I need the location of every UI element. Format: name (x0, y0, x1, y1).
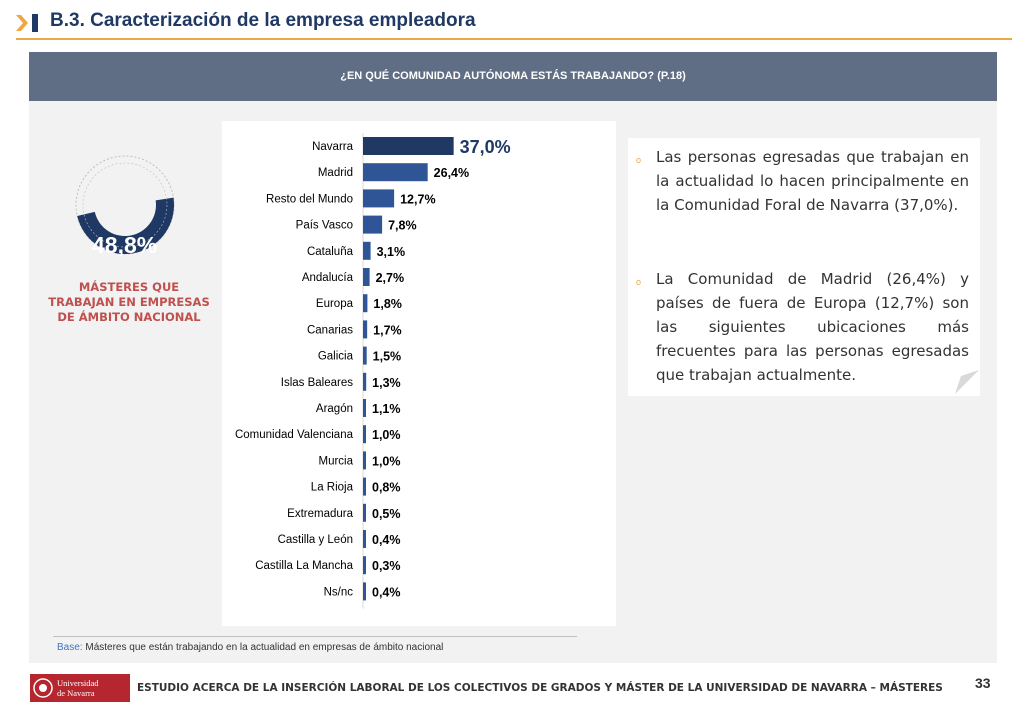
donut-value: 48,8% (92, 232, 158, 258)
data-label: 12,7% (400, 192, 435, 206)
footer-text: ESTUDIO ACERCA DE LA INSERCIÓN LABORAL D… (137, 682, 943, 694)
bar (363, 137, 454, 155)
svg-text:Universidad: Universidad (57, 678, 99, 688)
bar-chart: Navarra 37,0% Madrid 26,4% Resto del Mundo 12… (235, 133, 511, 609)
category-label: Aragón (316, 403, 353, 415)
category-label: Extremadura (287, 508, 353, 520)
data-label: 0,5% (372, 507, 401, 521)
question-banner: ¿EN QUÉ COMUNIDAD AUTÓNOMA ESTÁS TRABAJA… (29, 52, 997, 101)
data-label: 0,8% (372, 481, 401, 495)
category-label: La Rioja (311, 482, 354, 494)
bullet-1: o (636, 155, 642, 165)
data-label: 1,7% (373, 323, 402, 337)
category-label: País Vasco (296, 220, 353, 232)
donut-segment (77, 197, 174, 254)
category-label: Ns/nc (324, 586, 354, 598)
data-label: 26,4% (434, 166, 469, 180)
bar (363, 399, 366, 417)
data-label: 1,0% (372, 454, 401, 468)
bar (363, 215, 383, 234)
data-label: 1,1% (372, 402, 401, 416)
data-label: 2,7% (376, 271, 405, 285)
category-label: Andalucía (302, 272, 354, 284)
data-label: 0,3% (372, 559, 401, 573)
data-label: 7,8% (388, 219, 417, 233)
summary-paragraph-2: La Comunidad de Madrid (26,4%) y países … (656, 270, 969, 384)
bar (363, 346, 367, 365)
bar (363, 582, 366, 601)
category-label: Canarias (307, 324, 353, 336)
bullet-2: o (636, 277, 642, 287)
data-label: 3,1% (377, 245, 406, 259)
bar (363, 503, 366, 522)
data-label: 37,0% (460, 137, 511, 157)
data-label: 1,3% (372, 376, 401, 390)
bar (363, 372, 367, 391)
category-label: Galicia (318, 351, 354, 363)
category-label: Islas Baleares (281, 377, 353, 389)
chevron-logo-icon (16, 14, 38, 32)
data-label: 0,4% (372, 533, 401, 547)
bar (363, 320, 368, 339)
data-label: 1,0% (372, 428, 401, 442)
donut-chart (75, 155, 175, 255)
base-text: Másteres que están trabajando en la actu… (85, 642, 444, 653)
summary-paragraph-1: Las personas egresadas que trabajan en l… (656, 148, 969, 214)
bar (363, 189, 395, 208)
base-label: Base: (57, 642, 83, 653)
bar (363, 241, 371, 260)
university-logo: Universidad de Navarra (30, 674, 130, 702)
svg-text:de Navarra: de Navarra (57, 688, 95, 698)
bar (363, 294, 368, 313)
page-title: B.3. Caracterización de la empresa emple… (50, 10, 476, 31)
bar (363, 477, 366, 496)
summary-box: o Las personas egresadas que trabajan en… (628, 138, 980, 396)
bar (363, 268, 370, 286)
category-label: Castilla y León (278, 534, 353, 546)
page-number: 33 (975, 675, 991, 691)
category-label: Navarra (312, 141, 354, 153)
bar (363, 163, 428, 182)
category-label: Comunidad Valenciana (235, 429, 354, 441)
category-label: Resto del Mundo (266, 193, 353, 205)
donut-caption: MÁSTERES QUE TRABAJAN EN EMPRESAS DE ÁMB… (48, 280, 210, 324)
category-label: Madrid (318, 167, 353, 179)
bar (363, 451, 366, 470)
category-label: Castilla La Mancha (255, 560, 353, 572)
category-label: Europa (316, 298, 354, 310)
bar (363, 425, 366, 444)
bar (363, 530, 366, 548)
bar (363, 556, 366, 575)
category-label: Cataluña (307, 246, 354, 258)
base-note: Base: Másteres que están trabajando en l… (57, 642, 443, 653)
page-fold-icon (955, 370, 979, 394)
data-label: 1,5% (373, 350, 402, 364)
data-label: 0,4% (372, 585, 401, 599)
data-label: 1,8% (373, 297, 402, 311)
base-divider (53, 636, 577, 637)
bar-chart-container: Navarra 37,0% Madrid 26,4% Resto del Mundo 12… (222, 121, 616, 626)
title-divider (16, 38, 1012, 40)
category-label: Murcia (318, 455, 353, 467)
